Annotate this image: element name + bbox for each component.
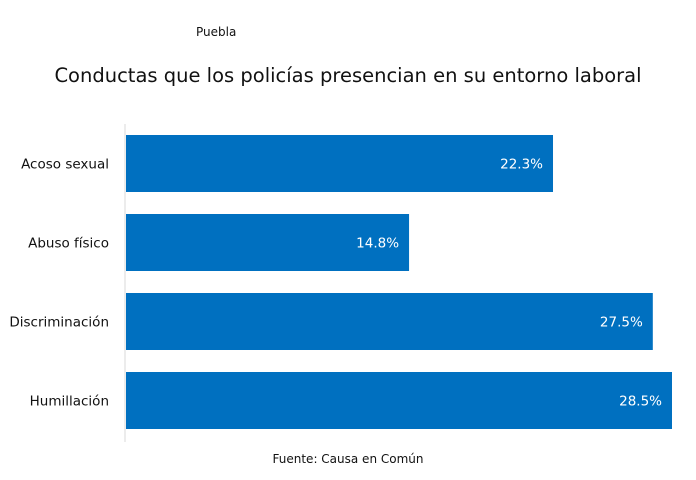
bar-0 [126, 135, 554, 192]
subtitle: Puebla [196, 25, 237, 39]
category-label-0: Acoso sexual [21, 157, 109, 173]
value-label-0: 22.3% [500, 157, 543, 173]
source-note: Fuente: Causa en Común [272, 452, 424, 466]
value-label-3: 28.5% [619, 394, 662, 410]
value-label-2: 27.5% [600, 315, 643, 331]
bar-2 [126, 293, 653, 350]
bar-1 [126, 214, 410, 271]
bar-3 [126, 372, 672, 429]
category-label-1: Abuso físico [28, 236, 109, 252]
category-label-2: Discriminación [9, 315, 109, 331]
chart-title: Conductas que los policías presencian en… [54, 64, 642, 87]
value-label-1: 14.8% [356, 236, 399, 252]
category-label-3: Humillación [30, 394, 109, 410]
